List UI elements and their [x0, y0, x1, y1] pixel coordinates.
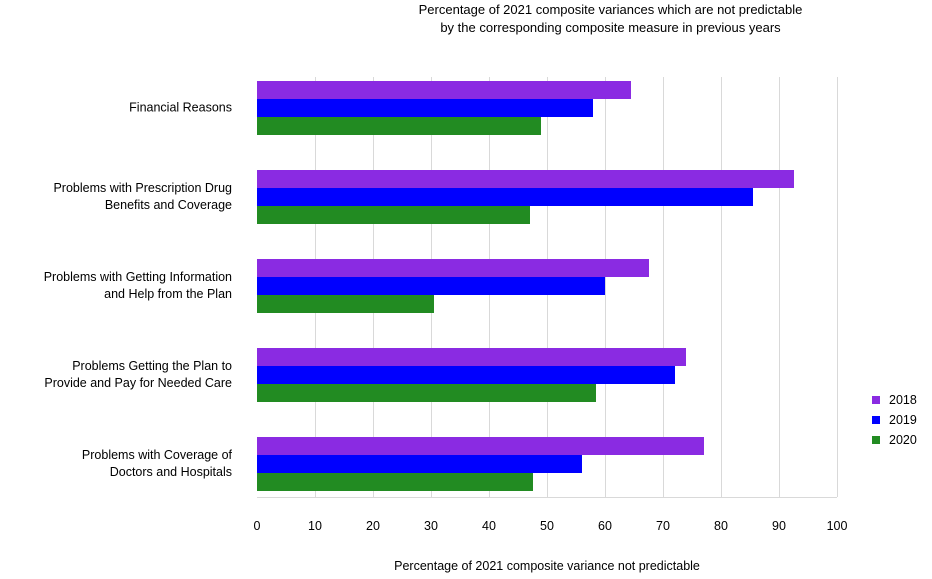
x-axis-title: Percentage of 2021 composite variance no…	[394, 559, 700, 573]
category-label-line: Financial Reasons	[129, 100, 232, 115]
category-label-line: Problems Getting the Plan to	[72, 359, 232, 373]
bar-2020-problems-with-coverage-of-doctors-and-hospitals	[257, 473, 533, 491]
gridline-90	[779, 77, 780, 497]
bar-2018-problems-with-getting-information-and-help-from-the-plan	[257, 259, 649, 277]
x-tick-label-90: 90	[772, 519, 786, 533]
x-tick-label-40: 40	[482, 519, 496, 533]
x-tick-label-100: 100	[826, 519, 848, 533]
bar-2020-financial-reasons	[257, 117, 542, 135]
gridline-60	[605, 77, 606, 497]
category-label-line: Problems with Coverage of	[81, 448, 232, 462]
bar-2019-problems-getting-the-plan-to-provide-and-pay-for-needed-care	[257, 366, 675, 384]
legend-entry-2018: 2018	[872, 390, 917, 410]
category-label-problems-getting-the-plan-to-provide-and-pay-for-needed-care: Problems Getting the Plan to Provide and …	[0, 358, 232, 392]
chart-title-line-2: by the corresponding composite measure i…	[440, 20, 781, 35]
x-tick-label-60: 60	[598, 519, 612, 533]
x-tick-label-20: 20	[366, 519, 380, 533]
bar-2018-problems-with-coverage-of-doctors-and-hospitals	[257, 437, 704, 455]
legend-swatch-icon	[872, 396, 880, 404]
x-tick-label-50: 50	[540, 519, 554, 533]
bar-2018-financial-reasons	[257, 81, 632, 99]
category-label-problems-with-getting-information-and-help-from-the-plan: Problems with Getting Information and Hel…	[0, 269, 232, 303]
category-label-line: Benefits and Coverage	[104, 198, 232, 212]
category-label-line: Problems with Getting Information	[43, 270, 232, 284]
bar-2020-problems-with-prescription-drug-benefits-and-coverage	[257, 206, 530, 224]
legend-label: 2018	[889, 393, 917, 407]
category-label-line: Provide and Pay for Needed Care	[44, 376, 232, 390]
legend-entry-2019: 2019	[872, 410, 917, 430]
legend-swatch-icon	[872, 436, 880, 444]
x-tick-label-80: 80	[714, 519, 728, 533]
category-label-line: Doctors and Hospitals	[109, 465, 232, 479]
x-tick-label-10: 10	[308, 519, 322, 533]
x-tick-label-70: 70	[656, 519, 670, 533]
category-label-line: Problems with Prescription Drug	[53, 181, 232, 195]
x-tick-label-30: 30	[424, 519, 438, 533]
legend-label: 2019	[889, 413, 917, 427]
x-axis-line	[257, 497, 837, 498]
bar-2019-problems-with-prescription-drug-benefits-and-coverage	[257, 188, 753, 206]
legend-label: 2020	[889, 433, 917, 447]
bar-2019-problems-with-getting-information-and-help-from-the-plan	[257, 277, 605, 295]
bar-2020-problems-getting-the-plan-to-provide-and-pay-for-needed-care	[257, 384, 597, 402]
x-tick-label-0: 0	[253, 519, 261, 533]
plot-area	[257, 77, 838, 498]
chart-title: Percentage of 2021 composite variances w…	[288, 1, 932, 37]
bar-2018-problems-getting-the-plan-to-provide-and-pay-for-needed-care	[257, 348, 687, 366]
legend: 2018 2019 2020	[872, 390, 917, 450]
chart-title-line-1: Percentage of 2021 composite variances w…	[418, 2, 803, 17]
bar-2018-problems-with-prescription-drug-benefits-and-coverage	[257, 170, 794, 188]
bar-2020-problems-with-getting-information-and-help-from-the-plan	[257, 295, 434, 313]
bar-2019-problems-with-coverage-of-doctors-and-hospitals	[257, 455, 582, 473]
category-label-line: and Help from the Plan	[104, 287, 232, 301]
gridline-100	[837, 77, 838, 497]
category-label-problems-with-coverage-of-doctors-and-hospitals: Problems with Coverage of Doctors and Hos…	[0, 447, 232, 481]
legend-entry-2020: 2020	[872, 430, 917, 450]
legend-swatch-icon	[872, 416, 880, 424]
gridline-80	[721, 77, 722, 497]
category-label-problems-with-prescription-drug-benefits-and-coverage: Problems with Prescription Drug Benefits …	[0, 180, 232, 214]
gridline-70	[663, 77, 664, 497]
bar-2019-financial-reasons	[257, 99, 594, 117]
category-label-financial-reasons: Financial Reasons	[0, 100, 232, 117]
